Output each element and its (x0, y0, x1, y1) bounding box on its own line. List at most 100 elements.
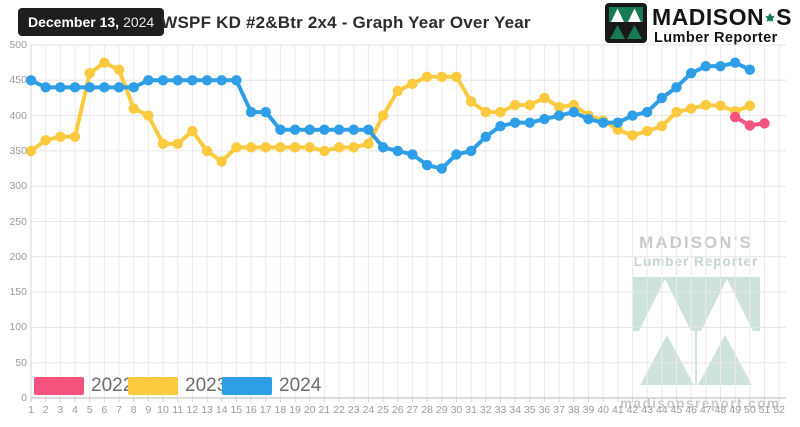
x-tick-label: 5 (86, 404, 93, 416)
x-tick-label: 13 (201, 404, 213, 416)
x-tick-label: 30 (450, 404, 463, 416)
data-point-2024 (201, 75, 213, 86)
data-point-2023 (84, 68, 95, 79)
x-tick-label: 37 (553, 404, 565, 416)
x-tick-label: 31 (465, 404, 477, 416)
brand-tagline: Lumber Reporter (654, 29, 778, 46)
data-point-2024 (128, 82, 139, 93)
data-point-2024 (172, 75, 183, 86)
data-point-2023 (275, 142, 286, 153)
data-point-2023 (392, 85, 403, 97)
data-point-2024 (744, 64, 756, 75)
data-point-2023 (627, 130, 638, 141)
data-point-2024 (627, 110, 638, 121)
data-point-2023 (216, 156, 227, 167)
data-point-2024 (187, 75, 198, 86)
x-tick-label: 27 (406, 404, 419, 416)
x-tick-label: 12 (186, 404, 199, 416)
data-point-2024 (656, 92, 668, 104)
data-point-2024 (113, 82, 125, 93)
data-point-2024 (641, 106, 653, 118)
data-point-2024 (55, 82, 66, 93)
legend-item-2022[interactable]: 2022 (34, 375, 133, 397)
data-point-2024 (524, 117, 535, 128)
x-tick-label: 34 (509, 404, 521, 416)
data-point-2023 (553, 101, 565, 113)
x-tick-label: 25 (377, 404, 389, 416)
y-tick-label: 200 (9, 250, 27, 263)
data-point-2023 (289, 142, 301, 153)
data-point-2024 (289, 124, 301, 135)
data-point-2024 (583, 113, 594, 125)
madisons-triangles-watermark-icon (632, 277, 760, 391)
y-tick-label: 50 (15, 356, 27, 369)
y-tick-label: 250 (9, 215, 27, 228)
data-point-2022 (759, 118, 770, 129)
legend-swatch-2022[interactable] (34, 377, 84, 395)
data-point-2024 (231, 75, 242, 86)
data-point-2023 (172, 138, 183, 150)
data-point-2023 (157, 138, 169, 150)
x-tick-label: 24 (362, 404, 375, 416)
data-point-2023 (113, 64, 125, 75)
x-tick-label: 4 (72, 404, 78, 416)
date-badge: December 13, 2024 (18, 8, 165, 36)
brand-word-suffix: S (776, 3, 792, 30)
data-point-2023 (509, 99, 521, 111)
legend-item-2024[interactable]: 2024 (222, 375, 321, 397)
data-point-2024 (319, 124, 330, 135)
x-tick-label: 9 (145, 404, 152, 416)
data-point-2023 (744, 100, 756, 111)
y-tick-label: 400 (9, 109, 27, 122)
data-point-2024 (421, 159, 433, 171)
y-tick-label: 500 (9, 39, 27, 51)
x-tick-label: 29 (435, 404, 448, 416)
legend-label-2022: 2022 (91, 375, 134, 396)
x-tick-label: 22 (333, 404, 345, 416)
data-point-2024 (157, 75, 169, 86)
x-tick-label: 14 (215, 404, 228, 416)
legend-item-2023[interactable]: 2023 (128, 375, 227, 397)
data-point-2024 (568, 106, 579, 118)
page-title: WSPF KD #2&Btr 2x4 - Graph Year Over Yea… (161, 13, 531, 32)
data-point-2023 (201, 145, 213, 157)
x-tick-label: 40 (597, 404, 609, 416)
data-point-2023 (99, 57, 110, 68)
brand-name: MADISON S (652, 3, 792, 30)
x-tick-label: 36 (538, 404, 551, 416)
data-point-2023 (143, 110, 154, 121)
data-point-2024 (84, 82, 95, 93)
data-point-2024 (407, 149, 418, 160)
x-tick-label: 32 (479, 404, 492, 416)
legend-swatch-2024[interactable] (222, 377, 272, 395)
x-tick-label: 20 (303, 404, 316, 416)
data-point-2023 (187, 125, 198, 137)
x-tick-label: 51 (758, 404, 771, 416)
x-tick-label: 35 (523, 404, 536, 416)
data-point-2022 (729, 111, 741, 123)
data-point-2023 (495, 106, 506, 118)
x-tick-label: 33 (494, 404, 507, 416)
data-point-2023 (641, 125, 653, 137)
data-point-2024 (333, 124, 345, 135)
y-tick-label: 150 (9, 286, 27, 299)
date-badge-date: December 13, (28, 14, 120, 30)
x-tick-label: 39 (582, 404, 595, 416)
data-point-2024 (275, 124, 286, 135)
data-point-2024 (685, 68, 697, 79)
y-tick-label: 350 (9, 144, 27, 157)
x-tick-label: 42 (626, 404, 639, 416)
legend-swatch-2023[interactable] (128, 377, 178, 395)
legend-label-2023: 2023 (185, 375, 228, 396)
data-point-2023 (436, 71, 447, 82)
data-point-2024 (436, 163, 447, 174)
x-tick-label: 6 (101, 404, 108, 416)
x-tick-label: 11 (172, 404, 184, 416)
x-tick-label: 18 (274, 404, 287, 416)
data-point-2024 (363, 124, 374, 135)
x-tick-label: 43 (641, 404, 653, 416)
x-tick-label: 52 (773, 404, 785, 416)
data-point-2023 (656, 120, 668, 132)
data-point-2023 (304, 142, 315, 153)
